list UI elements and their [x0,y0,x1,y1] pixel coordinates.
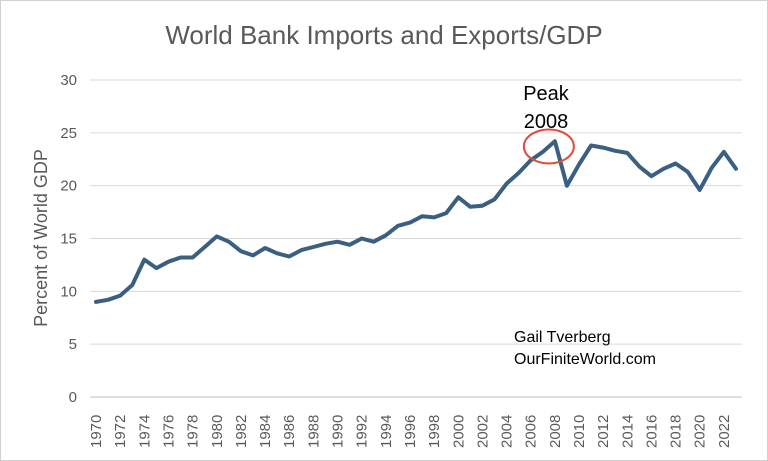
x-tick-labels: 1970 1972 1974 1976 1978 1980 1982 1984 1986 1988… [88,415,733,448]
x-tick-label: 1994 [378,415,395,448]
x-tick-label: 2010 [571,415,588,448]
y-tick-label: 20 [60,178,77,195]
x-tick-label: 2002 [474,415,491,448]
y-tick-label: 30 [60,72,77,89]
y-tick-label: 15 [60,231,77,248]
x-tick-label: 2016 [643,415,660,448]
chart-title: World Bank Imports and Exports/GDP [165,20,602,50]
y-tick-labels: 0 5 10 15 20 25 30 [60,72,77,406]
y-tick-label: 0 [69,389,77,406]
x-tick-label: 1998 [426,415,443,448]
x-tick-label: 2018 [668,415,685,448]
series-group [94,139,738,304]
peak-label-line1: Peak [523,83,570,105]
x-tick-label: 2012 [595,415,612,448]
x-tick-label: 1970 [88,415,105,448]
x-tick-label: 1976 [160,415,177,448]
x-tick-label: 1980 [209,415,226,448]
peak-label-line2: 2008 [524,111,569,133]
x-tick-label: 1978 [185,415,202,448]
x-tick-label: 2006 [523,415,540,448]
credit-author: Gail Tverberg [514,329,611,346]
x-tick-label: 2008 [547,415,564,448]
x-tick-label: 2014 [619,415,636,448]
y-tick-label: 5 [69,336,77,353]
x-tick-label: 1984 [257,415,274,448]
x-tick-label: 2022 [716,415,733,448]
x-tick-label: 2000 [450,415,467,448]
series-line [94,139,738,304]
credit-website: OurFiniteWorld.com [514,351,656,368]
x-tick-label: 1988 [305,415,322,448]
y-tick-label: 10 [60,283,77,300]
y-axis-label: Percent of World GDP [31,149,51,327]
x-tick-label: 2020 [692,415,709,448]
x-tick-label: 1990 [330,415,347,448]
peak-highlight-circle [522,128,575,165]
x-tick-label: 2004 [499,415,516,448]
x-tick-label: 1982 [233,415,250,448]
x-tick-label: 1996 [402,415,419,448]
gridlines [90,79,742,398]
x-tick-label: 1986 [281,415,298,448]
x-tick-label: 1972 [112,415,129,448]
x-tick-label: 1974 [136,415,153,448]
y-tick-label: 25 [60,125,77,142]
x-tick-label: 1992 [354,415,371,448]
